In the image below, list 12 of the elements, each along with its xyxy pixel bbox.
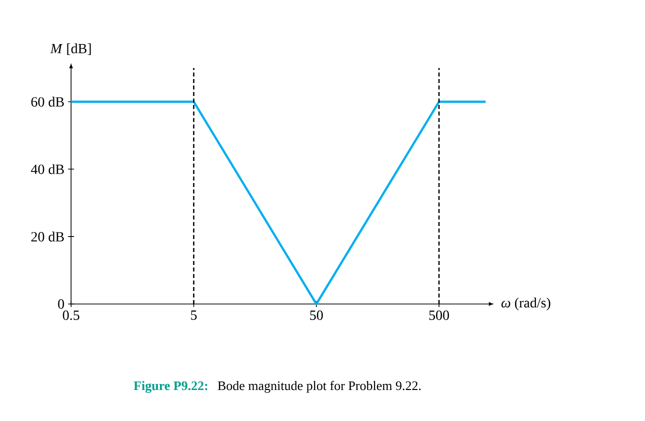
- x-tick-label: 5: [191, 310, 197, 320]
- y-axis-title: M [dB]: [50, 43, 91, 56]
- x-tick-label: 500: [429, 310, 449, 320]
- y-tick-label: 40 dB: [30, 164, 64, 174]
- y-tick-label: 20 dB: [31, 232, 64, 242]
- caption: Figure P9.22:: [134, 380, 208, 393]
- y-tick-label: 60 dB: [31, 96, 64, 107]
- x-tick-label: 50: [310, 310, 323, 320]
- x-tick-label: 0.5: [62, 310, 80, 320]
- y-tick-label: 0: [58, 299, 64, 309]
- text: Bode magnitude plot for Problem 9.22.: [218, 380, 421, 393]
- x-axis-title: ω (rad/s): [501, 298, 550, 310]
